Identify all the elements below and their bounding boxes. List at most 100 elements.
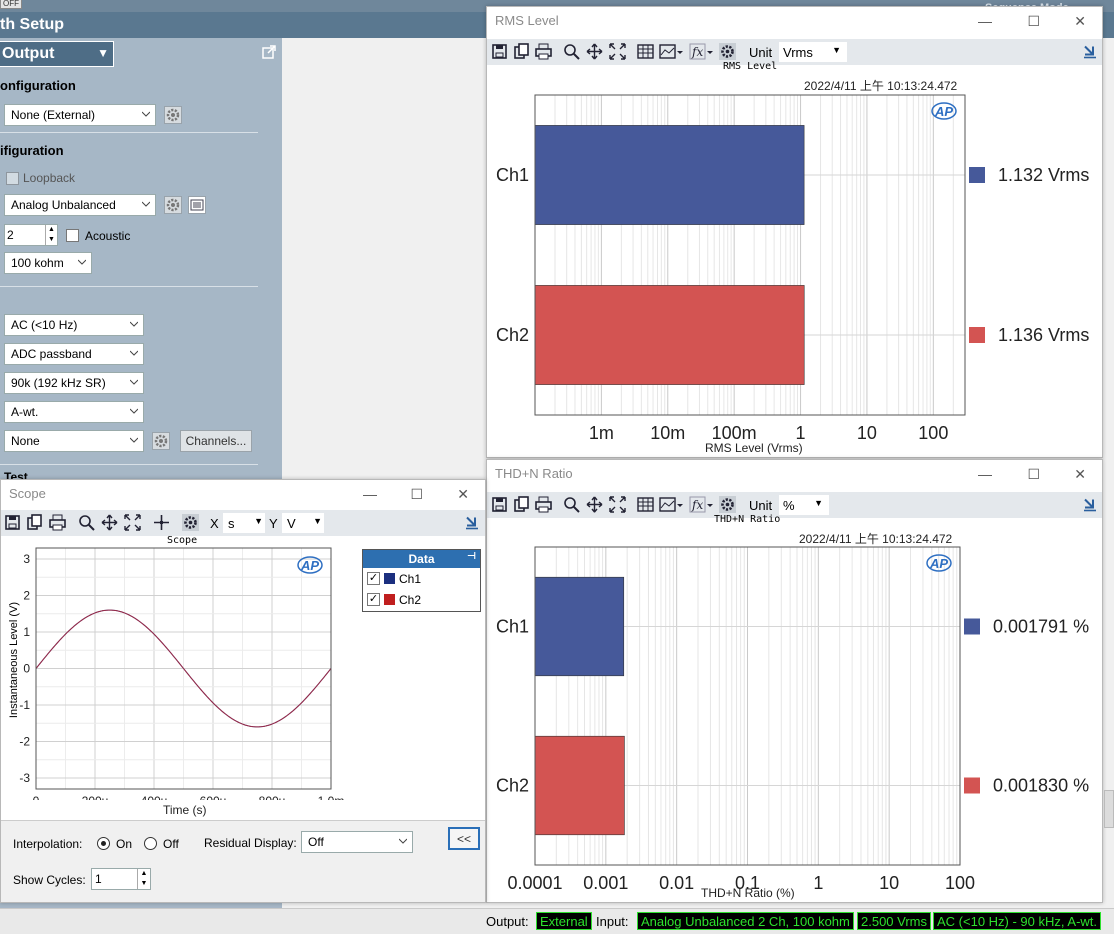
scroll-strip[interactable] — [1104, 790, 1114, 828]
none-select[interactable]: None — [4, 430, 144, 452]
channels-button[interactable]: Channels... — [180, 430, 252, 452]
chevron-down-icon — [78, 259, 86, 265]
output-config-value: None (External) — [11, 108, 96, 122]
collapse-button[interactable]: << — [448, 827, 480, 850]
zoom-icon[interactable] — [563, 43, 580, 60]
filter-status-value[interactable]: AC (<10 Hz) - 90 kHz, A-wt. — [933, 912, 1101, 930]
spinner-arrows-icon[interactable]: ▲ ▼ — [137, 869, 150, 889]
weighting-select[interactable]: A-wt. — [4, 401, 144, 423]
category-label-ch1: Ch1 — [496, 165, 529, 185]
function-icon[interactable]: fx — [689, 43, 713, 60]
cursor-icon[interactable] — [153, 514, 170, 531]
autoscale-icon[interactable] — [609, 496, 626, 513]
show-cycles-stepper[interactable]: 1 ▲ ▼ — [91, 868, 151, 890]
dock-icon[interactable] — [1083, 496, 1097, 513]
unit-label: Unit — [749, 498, 773, 513]
unit-select[interactable]: % ▼ — [779, 495, 829, 515]
interpolation-off-radio[interactable] — [144, 837, 157, 850]
save-icon[interactable] — [4, 514, 21, 531]
bandwidth-select[interactable]: 90k (192 kHz SR) — [4, 372, 144, 394]
minimize-icon[interactable]: — — [978, 13, 992, 29]
checkbox-checked-icon[interactable]: ✓ — [367, 593, 380, 606]
filter-select[interactable]: ADC passband — [4, 343, 144, 365]
graph-options-icon[interactable] — [659, 496, 683, 513]
print-icon[interactable] — [535, 43, 552, 60]
x-unit-select[interactable]: s ▼ — [223, 513, 265, 533]
x-tick-label: 200u — [82, 794, 109, 800]
loopback-checkbox[interactable] — [6, 172, 19, 185]
unit-value: % — [783, 498, 795, 513]
maximize-icon[interactable]: ☐ — [410, 486, 423, 502]
legend-item[interactable]: ✓ Ch2 — [363, 589, 480, 610]
unit-select[interactable]: Vrms ▼ — [779, 42, 847, 62]
off-label: Off — [163, 837, 179, 851]
zoom-icon[interactable] — [78, 514, 95, 531]
range-status-value[interactable]: 2.500 Vrms — [857, 912, 931, 930]
copy-icon[interactable] — [513, 43, 530, 60]
y-unit-select[interactable]: V ▼ — [282, 513, 324, 533]
output-status-value[interactable]: External — [536, 912, 592, 930]
interpolation-on-radio[interactable] — [97, 837, 110, 850]
gear-icon[interactable] — [164, 106, 182, 124]
copy-icon[interactable] — [26, 514, 43, 531]
settings-gear-icon[interactable] — [182, 514, 199, 531]
impedance-select[interactable]: 100 kohm — [4, 252, 92, 274]
divider — [0, 464, 258, 465]
gear-icon[interactable] — [152, 432, 170, 450]
close-icon[interactable]: ✕ — [1074, 466, 1086, 482]
residual-display-select[interactable]: Off — [301, 831, 413, 853]
pan-icon[interactable] — [586, 43, 603, 60]
maximize-icon[interactable]: ☐ — [1027, 13, 1040, 29]
input-status-value[interactable]: Analog Unbalanced 2 Ch, 100 kohm — [637, 912, 854, 930]
legend-item[interactable]: ✓ Ch1 — [363, 568, 480, 589]
output-config-select[interactable]: None (External) — [4, 104, 156, 126]
channel-list-icon[interactable] — [188, 196, 206, 214]
gear-icon[interactable] — [164, 196, 182, 214]
output-dropdown-label: Output — [2, 45, 55, 62]
dock-icon[interactable] — [1083, 43, 1097, 60]
close-icon[interactable]: ✕ — [1074, 13, 1086, 29]
thd-x-axis-label: THD+N Ratio (%) — [701, 886, 795, 900]
autoscale-icon[interactable] — [124, 514, 141, 531]
pan-icon[interactable] — [101, 514, 118, 531]
input-status-label: Input: — [596, 914, 629, 929]
save-icon[interactable] — [491, 496, 508, 513]
output-dropdown[interactable]: Output ▼ — [0, 41, 114, 67]
coupling-value: AC (<10 Hz) — [11, 318, 78, 332]
checkbox-checked-icon[interactable]: ✓ — [367, 572, 380, 585]
x-tick-label: 100m — [712, 423, 757, 443]
x-tick-label: 0 — [33, 794, 40, 800]
pin-icon[interactable]: ⊣ — [466, 551, 476, 562]
settings-gear-icon[interactable] — [719, 496, 736, 513]
minimize-icon[interactable]: — — [978, 466, 992, 482]
triangle-down-icon: ▼ — [832, 45, 841, 55]
table-icon[interactable] — [637, 43, 654, 60]
minimize-icon[interactable]: — — [363, 486, 377, 502]
print-icon[interactable] — [535, 496, 552, 513]
rms-level-window: RMS Level — ☐ ✕ fx Unit Vrms ▼ RMS Level… — [486, 6, 1103, 458]
maximize-icon[interactable]: ☐ — [1027, 466, 1040, 482]
save-icon[interactable] — [491, 43, 508, 60]
table-icon[interactable] — [637, 496, 654, 513]
print-icon[interactable] — [49, 514, 66, 531]
acoustic-checkbox[interactable] — [66, 229, 79, 242]
spinner-arrows-icon[interactable]: ▲ ▼ — [45, 225, 57, 245]
input-type-select[interactable]: Analog Unbalanced — [4, 194, 156, 216]
x-tick-label: 1 — [796, 423, 806, 443]
autoscale-icon[interactable] — [609, 43, 626, 60]
coupling-select[interactable]: AC (<10 Hz) — [4, 314, 144, 336]
x-tick-label: 0.01 — [659, 873, 694, 893]
function-icon[interactable]: fx — [689, 496, 713, 513]
x-tick-label: 0.1 — [735, 873, 760, 893]
scope-chart: 3 2 1 0 -1 -2 -3 0 200u 400u 600u 800u 1.0m AP — [19, 547, 344, 800]
settings-gear-icon[interactable] — [719, 43, 736, 60]
dock-icon[interactable] — [465, 514, 479, 531]
pan-icon[interactable] — [586, 496, 603, 513]
popout-icon[interactable] — [262, 45, 276, 59]
off-badge[interactable]: OFF — [0, 0, 22, 9]
channel-count-stepper[interactable]: 2 ▲ ▼ — [4, 224, 58, 246]
graph-options-icon[interactable] — [659, 43, 683, 60]
close-icon[interactable]: ✕ — [457, 486, 469, 502]
zoom-icon[interactable] — [563, 496, 580, 513]
copy-icon[interactable] — [513, 496, 530, 513]
